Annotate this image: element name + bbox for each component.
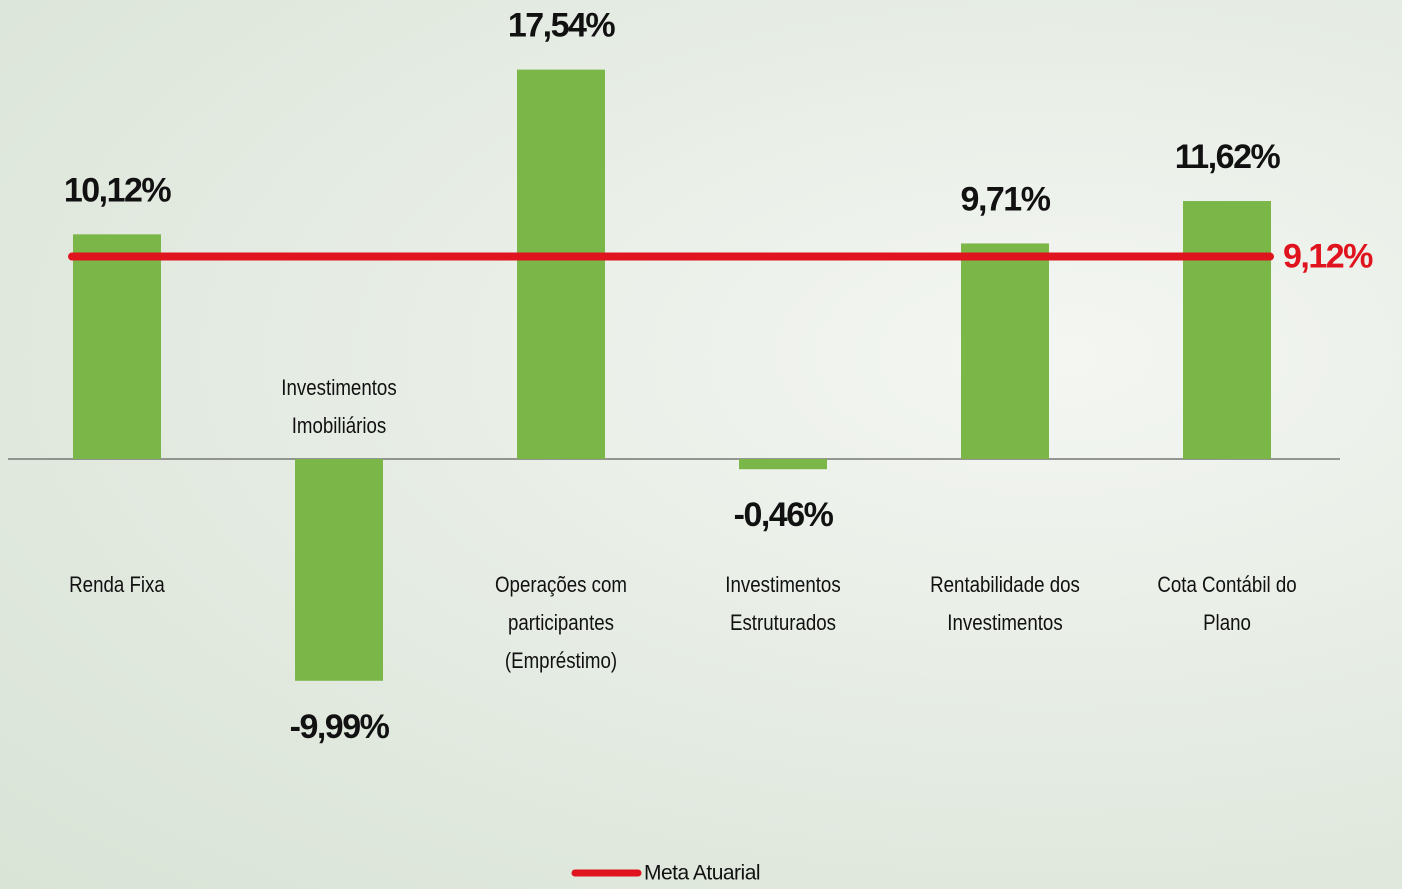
value-label: -9,99% — [290, 708, 390, 746]
bar — [295, 459, 383, 681]
category-label: Investimentos Estruturados — [690, 566, 877, 642]
category-label: Investimentos Imobiliários — [246, 369, 433, 445]
category-label: Cota Contábil do Plano — [1134, 566, 1321, 642]
bar — [73, 234, 161, 459]
value-label: -0,46% — [734, 496, 834, 534]
category-label: Operações com participantes (Empréstimo) — [468, 566, 655, 680]
chart: 10,12% -9,99% 17,54% -0,46% 9,71% 11,62% 9,12%… — [0, 0, 1402, 889]
bar — [517, 70, 605, 459]
category-label: Renda Fixa — [24, 566, 211, 604]
legend-label: Meta Atuarial — [644, 862, 760, 885]
value-label: 10,12% — [64, 171, 172, 209]
value-label: 9,71% — [961, 180, 1051, 218]
value-label: 17,54% — [508, 7, 616, 45]
bar — [739, 459, 827, 469]
chart-container: 10,12% -9,99% 17,54% -0,46% 9,71% 11,62% 9,12%… — [0, 0, 1402, 889]
reference-label: 9,12% — [1283, 238, 1373, 276]
value-label: 11,62% — [1175, 138, 1281, 176]
bar — [961, 243, 1049, 459]
category-label: Rentabilidade dos Investimentos — [912, 566, 1099, 642]
bar — [1183, 201, 1271, 459]
